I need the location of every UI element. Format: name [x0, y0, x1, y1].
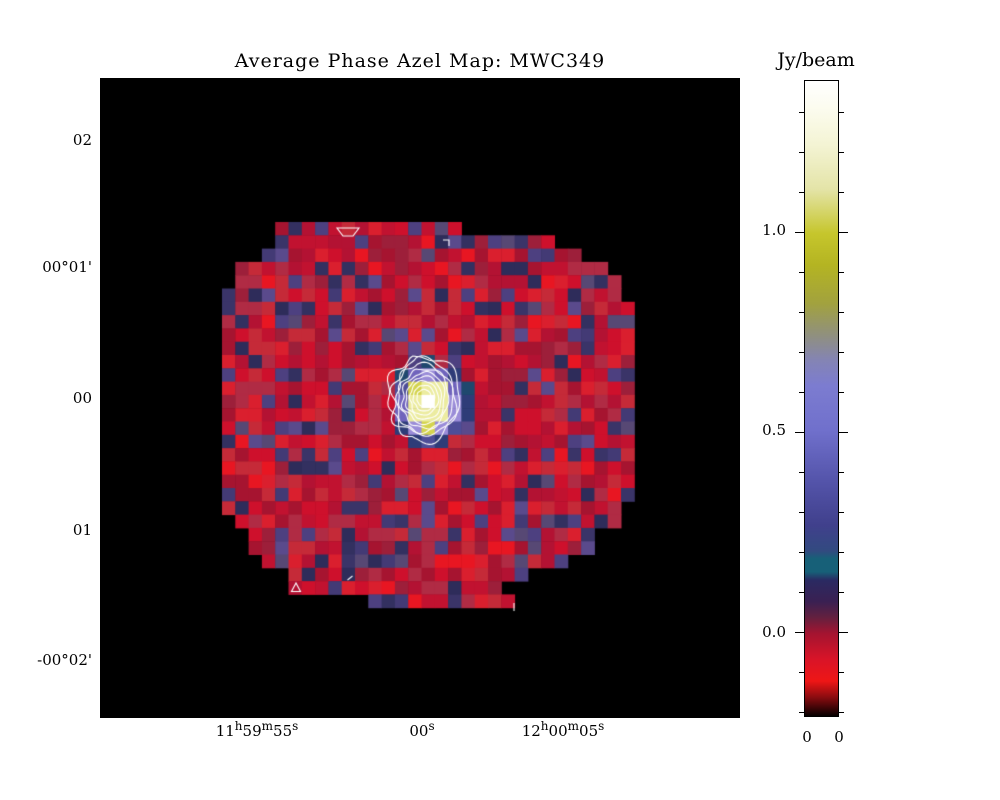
ra-tick-label: 00s [409, 719, 435, 740]
ra-digits: 59 [242, 722, 262, 740]
ra-unit-superscript: m [261, 719, 274, 733]
ra-unit-superscript: s [428, 719, 435, 733]
plot-title: Average Phase Azel Map: MWC349 [234, 50, 606, 72]
colorbar-tick [795, 232, 804, 233]
colorbar-title: Jy/beam [777, 49, 855, 71]
colorbar-tick [839, 232, 848, 233]
ra-axis-labels: 11h59m55s 00s 12h00m05s [0, 719, 1000, 752]
colorbar-tick [839, 592, 844, 593]
dec-tick-label: 00°01' [42, 258, 92, 276]
ra-digits: 11 [215, 722, 235, 740]
colorbar-tick [839, 552, 844, 553]
colorbar-tick [839, 392, 844, 393]
colorbar-tick [839, 472, 844, 473]
dec-tick-label: 00 [72, 389, 92, 407]
dec-tick-label: 01 [72, 521, 92, 539]
ra-unit-superscript: h [234, 719, 243, 733]
ra-digits: 00 [409, 722, 429, 740]
colorbar-tick [839, 192, 844, 193]
colorbar-tick [839, 672, 844, 673]
colorbar-bottom-zero: 0 [802, 728, 812, 746]
ra-digits: 00 [548, 722, 568, 740]
ra-tick-label: 11h59m55s [215, 719, 299, 740]
colorbar-value-label: 0.5 [762, 421, 786, 439]
colorbar-bottom-zero: 0 [834, 728, 844, 746]
ra-unit-superscript: h [540, 719, 549, 733]
dec-tick-label: -00°02' [37, 651, 92, 669]
ra-digits: 12 [521, 722, 541, 740]
colorbar-tick [839, 352, 844, 353]
ra-unit-superscript: s [598, 719, 605, 733]
colorbar-tick [839, 512, 844, 513]
ra-tick-label: 12h00m05s [521, 719, 605, 740]
colorbar-tick [839, 632, 848, 633]
colorbar-value-label: 0.0 [762, 623, 786, 641]
colorbar-tick [795, 632, 804, 633]
colorbar-value-label: 1.0 [762, 221, 786, 239]
ra-digits: 05 [579, 722, 599, 740]
ra-digits: 55 [273, 722, 293, 740]
ra-unit-superscript: m [567, 719, 580, 733]
colorbar-tick [839, 312, 844, 313]
ra-unit-superscript: s [292, 719, 299, 733]
colorbar-tick [839, 432, 848, 433]
colorbar-tick [795, 432, 804, 433]
colorbar-tick [839, 112, 844, 113]
colorbar-gradient [804, 80, 839, 717]
colorbar-tick [839, 712, 844, 713]
colorbar-tick [839, 152, 844, 153]
dec-tick-label: 02 [72, 131, 92, 149]
azel-heatmap-canvas [100, 78, 740, 718]
colorbar-tick [839, 272, 844, 273]
